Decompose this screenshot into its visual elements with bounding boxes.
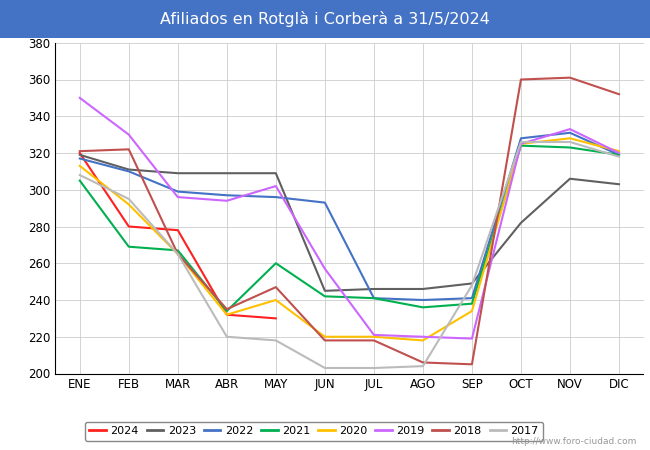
Text: http://www.foro-ciudad.com: http://www.foro-ciudad.com (512, 436, 637, 446)
Text: Afiliados en Rotglà i Corberà a 31/5/2024: Afiliados en Rotglà i Corberà a 31/5/202… (160, 11, 490, 27)
Legend: 2024, 2023, 2022, 2021, 2020, 2019, 2018, 2017: 2024, 2023, 2022, 2021, 2020, 2019, 2018… (85, 422, 543, 441)
